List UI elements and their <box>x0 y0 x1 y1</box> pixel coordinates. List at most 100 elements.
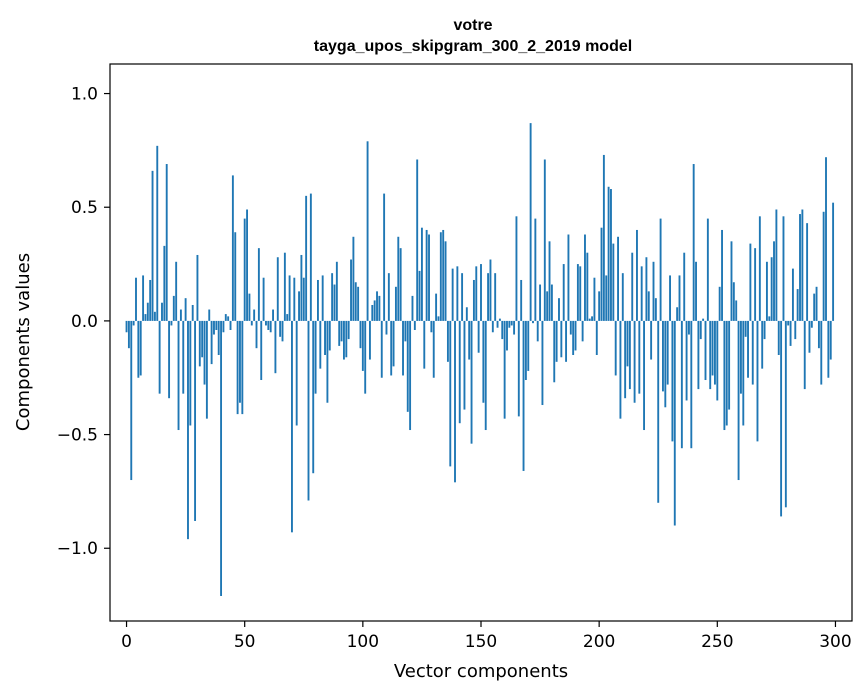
bar-89 <box>335 261 338 321</box>
bar-237 <box>685 320 688 401</box>
bar-174 <box>536 320 539 342</box>
bar-185 <box>562 264 565 321</box>
bar-137 <box>449 320 452 467</box>
x-axis-ticks: 0 50 100 150 200 250 300 <box>121 621 852 652</box>
bar-290 <box>810 320 813 328</box>
bar-152 <box>484 320 487 431</box>
bar-224 <box>654 298 657 321</box>
bar-281 <box>789 320 792 346</box>
bar-269 <box>761 320 764 369</box>
bar-238 <box>688 320 690 335</box>
bar-282 <box>791 268 794 321</box>
bar-178 <box>546 291 549 321</box>
bar-287 <box>803 320 806 390</box>
bar-125 <box>420 227 423 321</box>
bar-34 <box>205 320 208 419</box>
chart-title-line-1: votre <box>453 17 492 34</box>
bar-258 <box>735 300 738 321</box>
bar-140 <box>456 266 459 321</box>
bar-116 <box>399 248 402 321</box>
bar-28 <box>191 304 194 321</box>
bar-289 <box>808 320 811 353</box>
bar-4 <box>135 277 137 321</box>
bar-107 <box>378 295 381 321</box>
bar-65 <box>279 320 282 337</box>
x-axis-label: Vector components <box>394 661 568 682</box>
bar-146 <box>470 320 473 444</box>
bar-187 <box>567 234 570 321</box>
bar-121 <box>411 295 414 321</box>
bar-144 <box>465 307 468 321</box>
y-axis-ticks: −1.0 −0.5 0.0 0.5 1.0 <box>57 85 110 559</box>
bar-199 <box>595 320 598 355</box>
bar-254 <box>725 320 728 426</box>
bar-84 <box>324 320 326 355</box>
bar-1 <box>127 320 130 349</box>
bar-35 <box>208 309 211 321</box>
bar-105 <box>373 300 376 321</box>
bar-31 <box>198 320 201 367</box>
bar-285 <box>799 214 801 321</box>
bar-277 <box>780 320 783 517</box>
bar-196 <box>588 318 591 321</box>
bar-271 <box>765 261 768 321</box>
bar-216 <box>636 229 638 321</box>
bar-41 <box>222 320 225 333</box>
bar-219 <box>643 320 645 431</box>
bar-49 <box>241 320 244 415</box>
bar-286 <box>801 209 804 321</box>
bar-167 <box>520 279 523 321</box>
bar-244 <box>702 318 705 321</box>
bar-198 <box>593 277 596 321</box>
bar-6 <box>139 320 142 376</box>
bar-82 <box>319 320 322 369</box>
bar-194 <box>584 234 586 321</box>
bar-115 <box>397 236 400 321</box>
bar-153 <box>487 273 490 321</box>
bar-220 <box>645 257 648 321</box>
bar-214 <box>631 252 634 321</box>
bar-114 <box>394 286 397 321</box>
bar-66 <box>281 320 284 342</box>
bar-226 <box>659 218 662 321</box>
bar-259 <box>737 320 740 481</box>
bar-148 <box>475 266 478 321</box>
bar-51 <box>246 209 248 321</box>
bar-207 <box>614 320 617 376</box>
bar-80 <box>314 320 317 394</box>
bar-228 <box>664 320 667 408</box>
bar-91 <box>340 320 343 342</box>
bar-110 <box>385 320 388 335</box>
bar-230 <box>669 275 671 321</box>
bar-268 <box>758 216 761 321</box>
bar-168 <box>522 320 525 471</box>
bar-221 <box>647 291 650 321</box>
bar-247 <box>709 320 712 390</box>
bar-243 <box>699 320 702 340</box>
bar-92 <box>343 320 345 360</box>
bar-173 <box>534 218 537 321</box>
bar-13 <box>156 145 159 321</box>
bar-123 <box>416 159 419 321</box>
bar-159 <box>501 320 504 340</box>
bar-30 <box>196 254 199 321</box>
bar-222 <box>650 320 653 360</box>
bar-57 <box>260 320 263 381</box>
bar-203 <box>605 275 608 321</box>
bar-200 <box>598 291 601 321</box>
bar-239 <box>690 320 693 449</box>
bar-16 <box>163 245 166 321</box>
bar-95 <box>350 259 352 321</box>
bar-46 <box>234 232 237 321</box>
bar-56 <box>257 248 260 321</box>
bar-70 <box>291 320 293 533</box>
bar-154 <box>489 259 492 321</box>
bar-288 <box>806 223 809 321</box>
bar-18 <box>168 320 171 399</box>
bar-292 <box>815 286 818 321</box>
bar-141 <box>458 320 461 424</box>
y-tick-label: −1.0 <box>57 539 98 559</box>
bar-209 <box>619 320 622 419</box>
bar-297 <box>827 320 830 378</box>
bar-99 <box>359 320 362 349</box>
